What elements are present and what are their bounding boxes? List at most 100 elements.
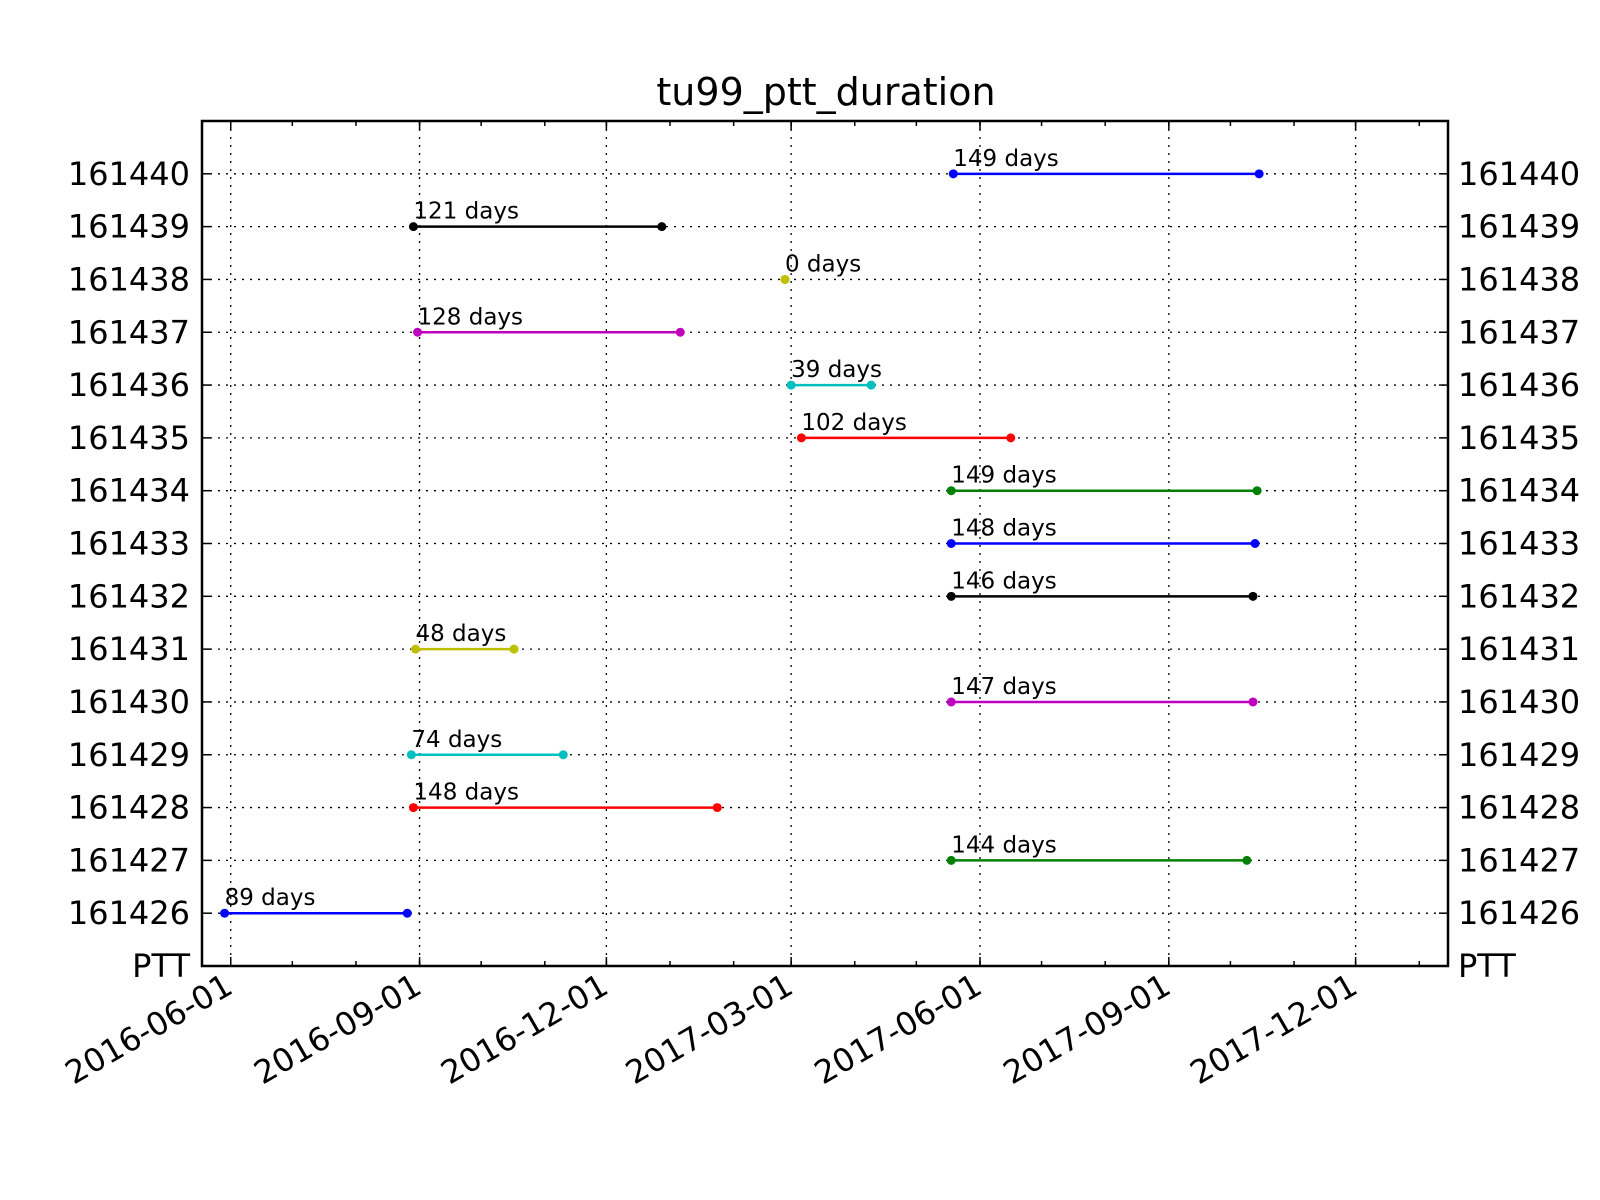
y-tick-label-left: 161434 — [68, 472, 190, 510]
duration-label: 148 days — [413, 780, 519, 806]
duration-label: 89 days — [225, 885, 316, 911]
y-tick-label-right: 161432 — [1458, 577, 1580, 615]
y-tick-label-left: 161438 — [68, 260, 190, 298]
y-tick-label-right: 161434 — [1458, 472, 1580, 510]
series-161432: 146 days — [946, 568, 1258, 601]
end-point — [1250, 539, 1260, 548]
series-161428: 148 days — [408, 780, 722, 813]
y-tick-label-left: 161429 — [68, 736, 190, 774]
start-point — [220, 908, 230, 918]
duration-label: 128 days — [418, 304, 523, 330]
y-tick-label-right: 161430 — [1458, 683, 1580, 721]
start-point — [786, 380, 796, 390]
start-point — [408, 803, 418, 813]
duration-label: 149 days — [953, 146, 1059, 172]
series-161426: 89 days — [220, 885, 412, 918]
y-tick-label-right: 161433 — [1458, 525, 1580, 563]
y-tick-label-right: 161426 — [1458, 894, 1580, 932]
y-tick-label-right: 161428 — [1458, 789, 1580, 827]
series-layer: 89 days 144 days 148 days 74 days 147 days 48… — [220, 146, 1264, 918]
x-tick-label: 2016-12-01 — [434, 966, 614, 1092]
series-161435: 102 days — [796, 410, 1016, 443]
duration-label: 148 days — [951, 516, 1057, 542]
end-point — [1248, 591, 1258, 601]
start-point — [946, 697, 956, 707]
y-tick-label-left: 161440 — [68, 155, 190, 193]
end-point — [509, 644, 519, 654]
y-tick-label-left: 161432 — [68, 577, 190, 615]
start-point — [946, 855, 956, 865]
end-point — [675, 327, 685, 337]
plot-frame — [200, 119, 1450, 968]
series-161434: 149 days — [946, 463, 1262, 496]
start-point — [796, 433, 806, 443]
start-point — [946, 539, 956, 548]
y-tick-label-right: 161429 — [1458, 736, 1580, 774]
y-tick-label-right: 161427 — [1458, 841, 1580, 879]
series-161429: 74 days — [406, 727, 568, 760]
chart-title: tu99_ptt_duration — [656, 70, 995, 114]
duration-label: 74 days — [411, 727, 502, 753]
x-tick-label: 2017-12-01 — [1184, 966, 1364, 1092]
end-point — [1006, 433, 1016, 443]
series-161440: 149 days — [948, 146, 1264, 179]
y-tick-label-left: 161426 — [68, 894, 190, 932]
y-tick-label-left: 161439 — [68, 208, 190, 246]
y-tick-label-left: 161436 — [68, 366, 190, 404]
duration-label: 48 days — [415, 621, 506, 647]
x-tick-label: 2017-06-01 — [808, 966, 988, 1092]
y-tick-labels: 161426 161426 161427 161427 161428 161428 1614… — [68, 155, 1580, 932]
y-tick-label-right: 161435 — [1458, 419, 1580, 457]
grid-lines — [202, 121, 1448, 966]
y-tick-label-left: 161433 — [68, 525, 190, 563]
end-point — [657, 222, 667, 232]
series-161437: 128 days — [413, 304, 685, 337]
duration-label: 146 days — [951, 568, 1057, 594]
y-tick-label-left: 161427 — [68, 841, 190, 879]
end-point — [1242, 855, 1252, 865]
y-tick-label-right: 161437 — [1458, 313, 1580, 351]
end-point — [558, 750, 568, 760]
y-bottom-label-left: PTT — [132, 947, 190, 985]
series-161431: 48 days — [410, 621, 519, 654]
series-161433: 148 days — [946, 516, 1260, 548]
y-tick-label-right: 161438 — [1458, 260, 1580, 298]
x-tick-label: 2017-09-01 — [997, 966, 1177, 1092]
x-tick-label: 2016-09-01 — [248, 966, 428, 1092]
y-tick-label-left: 161437 — [68, 313, 190, 351]
duration-label: 39 days — [791, 357, 882, 383]
start-point — [946, 591, 956, 601]
end-point — [866, 380, 876, 390]
y-tick-label-left: 161431 — [68, 630, 190, 668]
series-161430: 147 days — [946, 674, 1258, 707]
series-161427: 144 days — [946, 832, 1252, 865]
start-point — [413, 327, 423, 337]
y-tick-label-right: 161440 — [1458, 155, 1580, 193]
end-point — [780, 274, 790, 284]
y-tick-label-left: 161430 — [68, 683, 190, 721]
end-point — [1248, 697, 1258, 707]
series-161436: 39 days — [786, 357, 882, 390]
duration-label: 121 days — [413, 199, 519, 225]
start-point — [410, 644, 420, 654]
x-tick-label: 2017-03-01 — [619, 966, 799, 1092]
start-point — [406, 750, 416, 760]
y-tick-label-left: 161435 — [68, 419, 190, 457]
duration-label: 144 days — [951, 832, 1057, 858]
start-point — [948, 169, 958, 179]
series-161439: 121 days — [408, 199, 667, 232]
x-tick-labels: 2016-06-01 2016-09-01 2016-12-01 2017-03-01… — [59, 966, 1364, 1092]
duration-label: 147 days — [951, 674, 1057, 700]
y-tick-label-right: 161439 — [1458, 208, 1580, 246]
end-point — [1254, 169, 1264, 179]
y-tick-label-right: 161431 — [1458, 630, 1580, 668]
end-point — [402, 908, 412, 918]
end-point — [712, 803, 722, 813]
y-tick-label-right: 161436 — [1458, 366, 1580, 404]
end-point — [1252, 486, 1262, 496]
start-point — [408, 222, 418, 232]
series-161438: 0 days — [780, 251, 861, 284]
y-tick-label-left: 161428 — [68, 789, 190, 827]
duration-label: 0 days — [785, 251, 861, 277]
